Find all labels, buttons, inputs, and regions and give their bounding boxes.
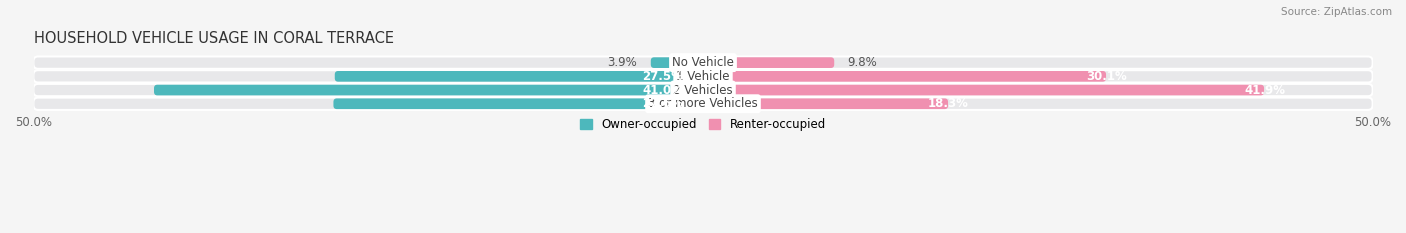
FancyBboxPatch shape bbox=[34, 56, 1372, 69]
FancyBboxPatch shape bbox=[34, 70, 1372, 82]
Text: HOUSEHOLD VEHICLE USAGE IN CORAL TERRACE: HOUSEHOLD VEHICLE USAGE IN CORAL TERRACE bbox=[34, 31, 394, 46]
Text: 27.5%: 27.5% bbox=[643, 70, 683, 83]
FancyBboxPatch shape bbox=[155, 85, 703, 95]
Text: 1 Vehicle: 1 Vehicle bbox=[676, 70, 730, 83]
FancyBboxPatch shape bbox=[333, 98, 703, 109]
Text: 3.9%: 3.9% bbox=[607, 56, 637, 69]
Text: 2 Vehicles: 2 Vehicles bbox=[673, 84, 733, 96]
FancyBboxPatch shape bbox=[703, 57, 834, 68]
Text: 18.3%: 18.3% bbox=[928, 97, 969, 110]
Text: 3 or more Vehicles: 3 or more Vehicles bbox=[648, 97, 758, 110]
FancyBboxPatch shape bbox=[34, 98, 1372, 110]
Text: 27.6%: 27.6% bbox=[643, 97, 683, 110]
FancyBboxPatch shape bbox=[651, 57, 703, 68]
FancyBboxPatch shape bbox=[335, 71, 703, 82]
FancyBboxPatch shape bbox=[703, 85, 1264, 95]
Text: No Vehicle: No Vehicle bbox=[672, 56, 734, 69]
Text: Source: ZipAtlas.com: Source: ZipAtlas.com bbox=[1281, 7, 1392, 17]
FancyBboxPatch shape bbox=[34, 84, 1372, 96]
FancyBboxPatch shape bbox=[703, 71, 1107, 82]
Text: 30.1%: 30.1% bbox=[1085, 70, 1126, 83]
Text: 41.9%: 41.9% bbox=[1244, 84, 1285, 96]
Text: 9.8%: 9.8% bbox=[848, 56, 877, 69]
FancyBboxPatch shape bbox=[703, 98, 948, 109]
Legend: Owner-occupied, Renter-occupied: Owner-occupied, Renter-occupied bbox=[575, 113, 831, 136]
Text: 41.0%: 41.0% bbox=[643, 84, 683, 96]
